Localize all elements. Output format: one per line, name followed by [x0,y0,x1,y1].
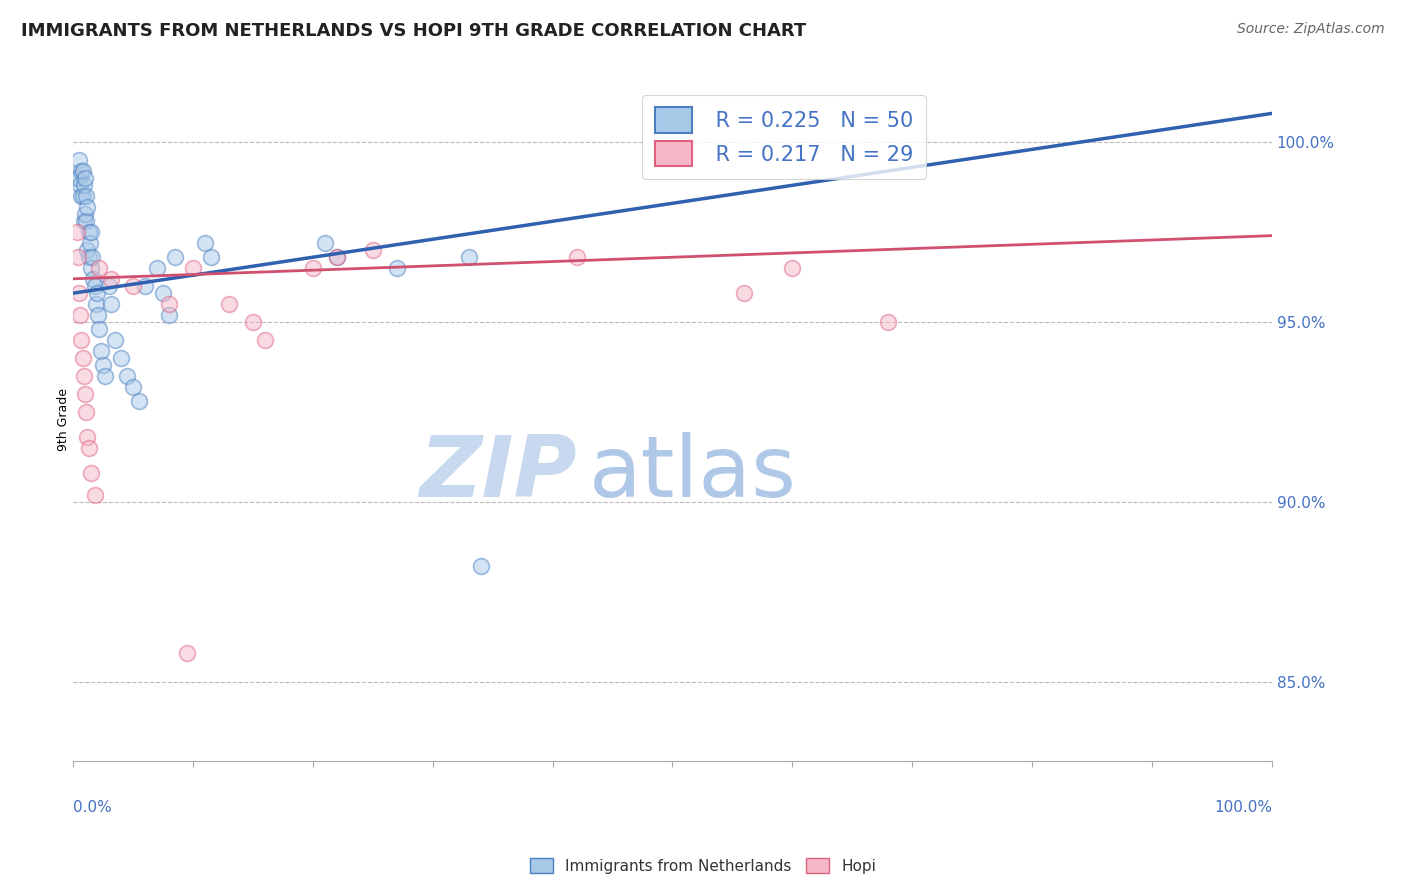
Point [73,171,96,186]
Point [76,430,98,444]
Point [157,297,180,311]
Point [84,297,107,311]
Point [176,646,198,660]
Point [565,250,588,264]
Point [77,250,100,264]
Point [70,164,93,178]
Point [97,279,120,293]
Text: IMMIGRANTS FROM NETHERLANDS VS HOPI 9TH GRADE CORRELATION CHART: IMMIGRANTS FROM NETHERLANDS VS HOPI 9TH … [21,22,806,40]
Point [75,214,97,228]
Point [70,333,93,347]
Point [87,308,110,322]
Point [115,368,138,383]
Point [361,243,384,257]
Point [73,368,96,383]
Point [76,200,98,214]
Point [80,466,103,480]
Point [73,178,96,193]
Point [385,260,408,275]
Point [100,297,122,311]
Point [89,322,111,336]
Point [65,171,87,186]
Point [86,286,108,301]
Point [242,315,264,329]
Point [134,279,156,293]
Point [69,178,91,193]
Point [72,351,94,365]
Point [73,387,96,401]
Text: Source: ZipAtlas.com: Source: ZipAtlas.com [1237,22,1385,37]
Text: 0.0%: 0.0% [73,799,111,814]
Point [75,405,97,419]
Point [100,272,122,286]
Point [75,189,97,203]
Point [314,235,336,250]
Point [325,250,347,264]
Point [72,189,94,203]
Point [128,394,150,409]
Point [90,343,112,358]
Point [301,260,323,275]
Point [457,250,479,264]
Point [82,272,104,286]
Point [94,368,117,383]
Point [66,171,89,186]
Y-axis label: 9th Grade: 9th Grade [58,387,70,450]
Point [163,250,186,264]
Point [782,260,804,275]
Legend: Immigrants from Netherlands, Hopi: Immigrants from Netherlands, Hopi [523,852,883,880]
Point [110,351,132,365]
Point [877,315,900,329]
Point [73,214,96,228]
Point [470,559,492,574]
Text: atlas: atlas [589,433,797,516]
Point [122,380,145,394]
Point [80,225,103,239]
Point [83,279,105,293]
Point [82,250,104,264]
Legend:  R = 0.225   N = 50,  R = 0.217   N = 29: R = 0.225 N = 50, R = 0.217 N = 29 [643,95,925,179]
Point [157,308,180,322]
Text: 100.0%: 100.0% [1213,799,1272,814]
Point [253,333,276,347]
Point [77,441,100,455]
Point [83,487,105,501]
Point [69,308,91,322]
Point [181,260,204,275]
Point [91,358,114,372]
Point [152,286,174,301]
Point [79,235,101,250]
Point [80,260,103,275]
Point [67,153,90,168]
Point [218,297,240,311]
Point [325,250,347,264]
Point [76,243,98,257]
Point [146,260,169,275]
Point [67,286,90,301]
Point [104,333,127,347]
Point [77,225,100,239]
Point [733,286,755,301]
Point [200,250,222,264]
Point [66,250,89,264]
Point [194,235,217,250]
Point [70,189,93,203]
Point [65,225,87,239]
Point [89,260,111,275]
Point [122,279,145,293]
Text: ZIP: ZIP [419,433,576,516]
Point [72,164,94,178]
Point [73,207,96,221]
